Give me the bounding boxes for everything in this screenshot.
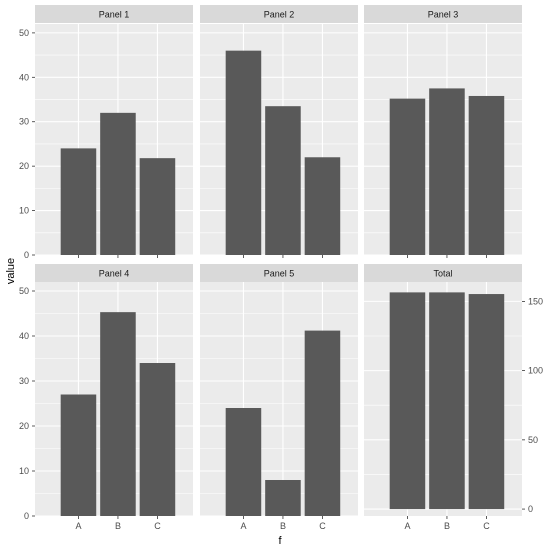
- y-tick-label: 30: [19, 376, 29, 386]
- bar-panel-3-a: [389, 98, 426, 255]
- bar-panel-1-b: [100, 112, 136, 255]
- bar-total-b: [429, 292, 465, 510]
- y-tick-label: 0: [24, 511, 29, 521]
- strip-label-panel-5: Panel 5: [264, 269, 295, 279]
- strip-panel-3: [364, 5, 522, 23]
- bar-panel-2-a: [225, 50, 262, 256]
- strip-label-panel-1: Panel 1: [99, 10, 130, 20]
- strip-panel-4: [35, 264, 193, 282]
- bar-panel-4-b: [100, 312, 136, 516]
- facet-panel-total: Total 0 50 100 150 A B C: [364, 264, 543, 531]
- bar-panel-1-a: [60, 148, 97, 255]
- y-tick-label: 30: [19, 117, 29, 127]
- x-tick-label-c: C: [483, 521, 490, 531]
- y-tick-label: 0: [24, 250, 29, 260]
- bar-panel-5-a: [225, 408, 262, 516]
- bar-panel-5-b: [265, 480, 301, 516]
- bar-panel-3-b: [429, 88, 465, 256]
- x-tick-label-b: B: [444, 521, 450, 531]
- y-tick-label: 40: [19, 72, 29, 82]
- y-tick-label: 100: [528, 366, 543, 376]
- x-axis-title: f: [278, 535, 282, 547]
- y-tick-label: 10: [19, 206, 29, 216]
- strip-panel-1: [35, 5, 193, 23]
- y-tick-label: 50: [19, 28, 29, 38]
- y-tick-label: 150: [528, 296, 543, 306]
- bar-panel-5-c: [304, 330, 341, 516]
- facet-panel-panel-4: Panel 4 0 10 20 30 40 50 A B C: [19, 264, 193, 531]
- y-axis-title: value: [5, 258, 17, 284]
- x-tick-label-b: B: [115, 521, 121, 531]
- strip-label-total: Total: [433, 269, 452, 279]
- strip-panel-2: [200, 5, 358, 23]
- x-tick-label-a: A: [75, 521, 81, 531]
- bar-panel-2-c: [304, 157, 341, 255]
- strip-total: [364, 264, 522, 282]
- bar-series-panel-4: [60, 312, 176, 516]
- bar-series-panel-1: [60, 112, 176, 255]
- bar-panel-4-a: [60, 394, 97, 516]
- bar-series-panel-2: [225, 50, 341, 256]
- facet-panel-panel-5: Panel 5 A B C: [200, 264, 358, 531]
- bar-series-total: [389, 292, 505, 510]
- y-tick-label: 10: [19, 466, 29, 476]
- bar-panel-2-b: [265, 106, 301, 255]
- x-tick-label-c: C: [154, 521, 161, 531]
- x-tick-label-b: B: [280, 521, 286, 531]
- strip-panel-5: [200, 264, 358, 282]
- bar-total-a: [389, 292, 426, 510]
- y-tick-label: 20: [19, 161, 29, 171]
- y-tick-label: 50: [19, 286, 29, 296]
- facet-panel-panel-3: Panel 3: [364, 5, 522, 258]
- bar-panel-1-c: [139, 158, 176, 255]
- facet-panels: Panel 1 0 10 20 30 40 50 Panel 2 Panel 3 Panel 4 0…: [19, 5, 543, 531]
- facet-panel-panel-1: Panel 1 0 10 20 30 40 50: [19, 5, 193, 260]
- bar-series-panel-3: [389, 88, 505, 256]
- y-tick-label: 40: [19, 331, 29, 341]
- x-tick-label-c: C: [319, 521, 326, 531]
- bar-panel-3-c: [468, 95, 505, 255]
- x-tick-label-a: A: [240, 521, 246, 531]
- bar-total-c: [468, 294, 505, 510]
- strip-label-panel-2: Panel 2: [264, 10, 295, 20]
- y-tick-label: 50: [528, 435, 538, 445]
- bar-panel-4-c: [139, 363, 176, 516]
- strip-label-panel-4: Panel 4: [99, 269, 130, 279]
- y-tick-label: 0: [528, 504, 533, 514]
- bar-series-panel-5: [225, 330, 341, 516]
- y-tick-label: 20: [19, 421, 29, 431]
- facet-panel-panel-2: Panel 2: [200, 5, 358, 258]
- x-tick-label-a: A: [404, 521, 410, 531]
- strip-label-panel-3: Panel 3: [428, 10, 459, 20]
